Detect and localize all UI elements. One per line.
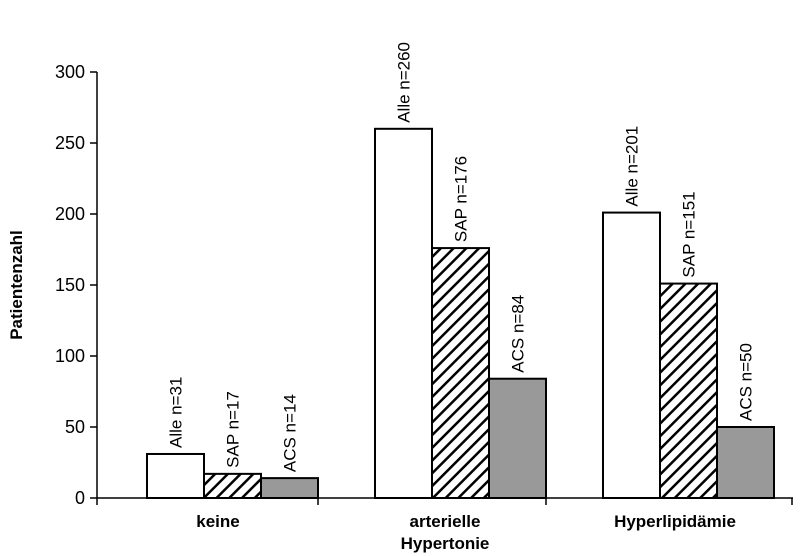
category-label: Hypertonie: [401, 534, 490, 553]
y-tick-label: 0: [75, 488, 85, 508]
y-tick-label: 150: [55, 275, 85, 295]
bar-sap-3: [659, 282, 718, 499]
data-label: SAP n=17: [224, 391, 243, 468]
data-label: Alle n=260: [395, 42, 414, 123]
bar-acs-3: [716, 426, 775, 499]
bar-acs-1: [260, 477, 319, 499]
y-tick-label: 100: [55, 346, 85, 366]
data-label: ACS n=14: [281, 394, 300, 472]
y-tick-label: 300: [55, 62, 85, 82]
axes-group: 0 50 100 150 200 250 300 keine arterielle Hyperto…: [55, 62, 793, 553]
data-label: Alle n=31: [167, 377, 186, 448]
y-axis-title: Patientenzahl: [7, 230, 26, 340]
bar-all-2: [374, 127, 433, 500]
bars-group: Alle n=31 Alle n=260 Alle n=201 SAP n=17 SAP…: [146, 42, 775, 500]
y-tick-label: 250: [55, 133, 85, 153]
data-label: Alle n=201: [623, 126, 642, 207]
bar-all-1: [146, 452, 205, 500]
category-label: arterielle: [410, 512, 481, 531]
data-label: SAP n=151: [680, 191, 699, 277]
bar-all-3: [602, 211, 661, 500]
data-label: ACS n=84: [509, 295, 528, 373]
y-tick-label: 200: [55, 204, 85, 224]
data-label: SAP n=176: [452, 156, 471, 242]
data-label: ACS n=50: [737, 343, 756, 421]
bar-sap-2: [431, 247, 490, 499]
bar-sap-1: [203, 472, 262, 499]
category-label: keine: [196, 512, 239, 531]
y-tick-label: 50: [65, 417, 85, 437]
bar-acs-2: [488, 377, 547, 499]
category-label: Hyperlipidämie: [614, 512, 736, 531]
